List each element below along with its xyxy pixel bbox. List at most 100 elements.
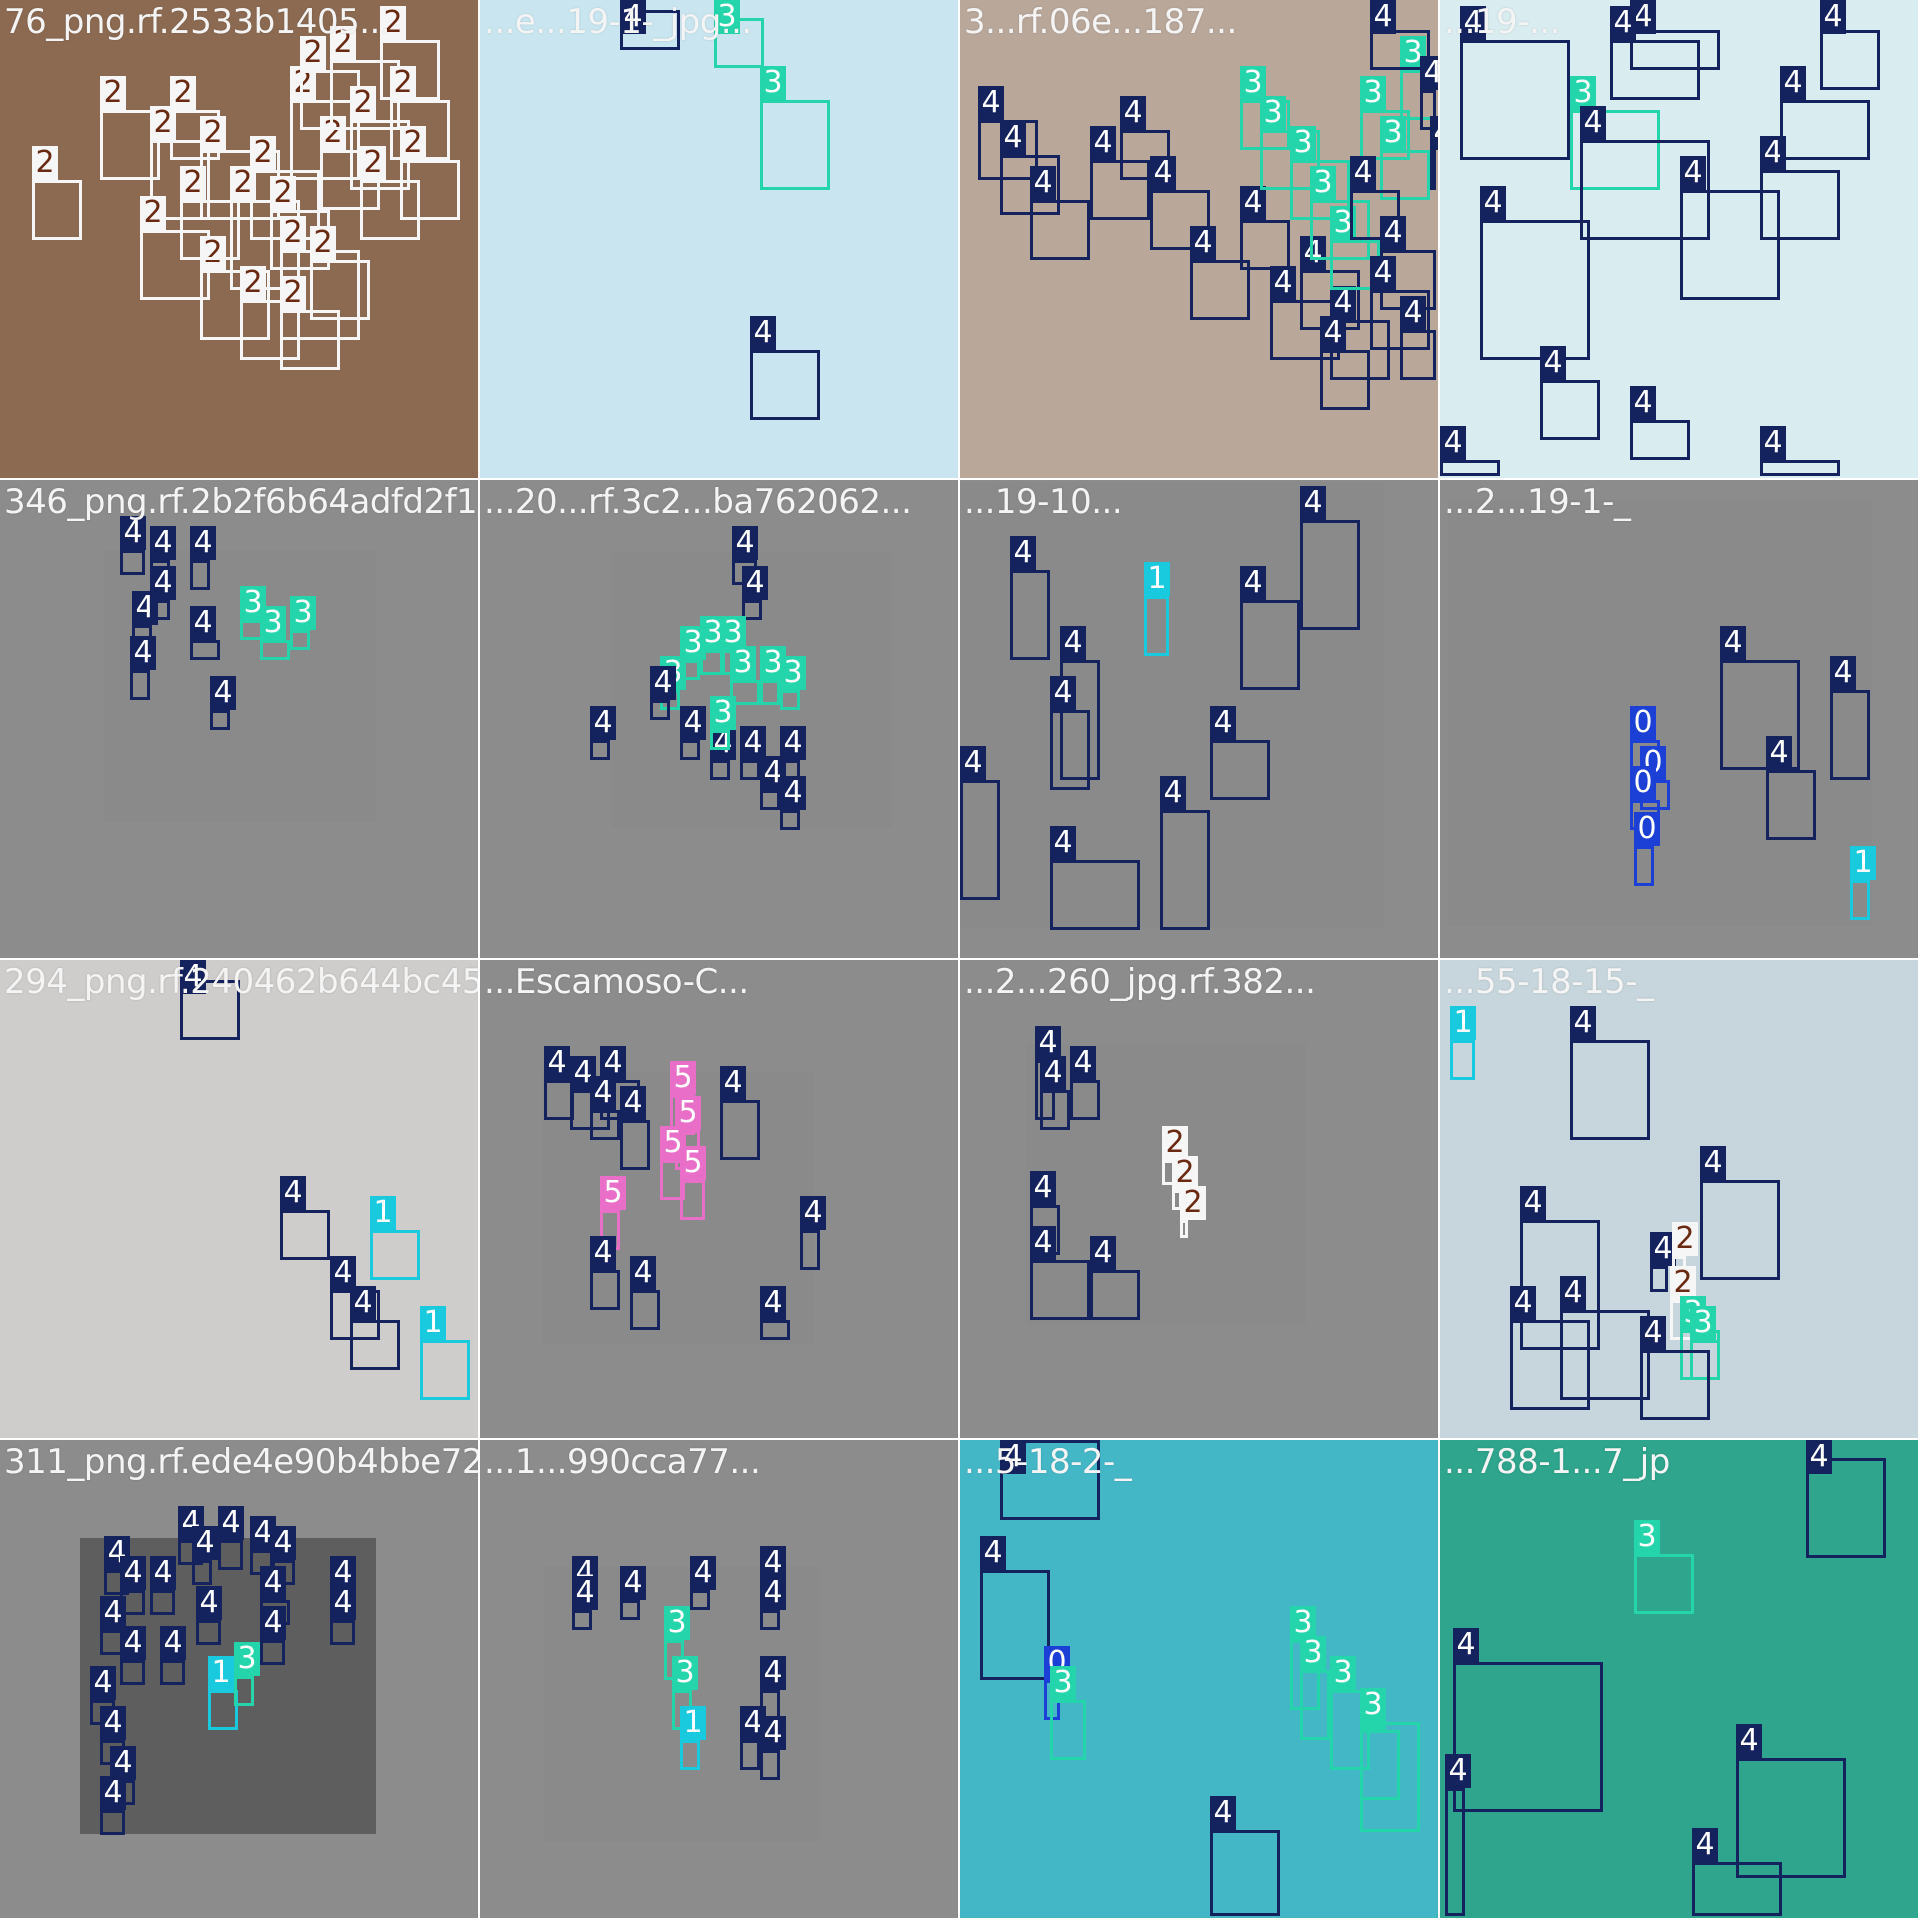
- class-label: 4: [1300, 236, 1326, 270]
- grid-tile: 4 4 4 0 0 0 0 1 ...2...19-1-_: [1440, 480, 1918, 958]
- tile-filename: 76_png.rf.2533b1405...: [4, 2, 391, 42]
- class-label: 3: [1300, 1636, 1326, 1670]
- class-label: 4: [1320, 316, 1346, 350]
- bounding-box: [1144, 596, 1169, 656]
- bounding-box: [1180, 1220, 1188, 1238]
- bounding-box: [572, 1610, 592, 1630]
- bounding-box: [150, 600, 170, 620]
- tile-filename: 294_png.rf.240462b644bc45...: [4, 962, 478, 1002]
- bounding-box: [196, 1620, 221, 1645]
- tile-filename: ...19-...: [1444, 2, 1560, 42]
- class-label: 2: [300, 36, 326, 70]
- bounding-box: [1680, 190, 1780, 300]
- tile-filename: ...19-10...: [964, 482, 1123, 522]
- class-label: 4: [1640, 1316, 1666, 1350]
- class-label: 4: [1040, 1056, 1066, 1090]
- class-label: 4: [960, 746, 986, 780]
- class-label: 4: [1240, 186, 1266, 220]
- class-label: 4: [1030, 1171, 1056, 1205]
- class-label: 4: [544, 1046, 570, 1080]
- class-label: 2: [140, 196, 166, 230]
- class-label: 3: [780, 656, 806, 690]
- grid-tile: 4 4 4 4 4 5 5 5 5 5 4 4 4 4 4 ...Escamoso-C...: [480, 960, 958, 1438]
- grid-tile: 4 3 4 3 ...e...19-1-_jpg...: [480, 0, 958, 478]
- class-label: 4: [742, 566, 768, 600]
- micrograph-image: [1440, 960, 1918, 1438]
- class-label: 3: [710, 696, 736, 730]
- tile-filename: 3...rf.06e...187...: [964, 2, 1237, 42]
- class-label: 4: [1090, 126, 1116, 160]
- bounding-box: [100, 1810, 125, 1835]
- class-label: 2: [100, 76, 126, 110]
- class-label: 4: [150, 526, 176, 560]
- class-label: 4: [1830, 656, 1856, 690]
- bounding-box: [1630, 30, 1720, 70]
- bounding-box: [590, 1270, 620, 1310]
- bounding-box: [760, 790, 780, 810]
- class-label: 4: [150, 566, 176, 600]
- bounding-box: [1634, 846, 1654, 886]
- class-label: 2: [330, 26, 356, 60]
- bounding-box: [1300, 520, 1360, 630]
- bounding-box: [620, 1120, 650, 1170]
- bounding-box: [190, 640, 220, 660]
- class-label: 4: [190, 606, 216, 640]
- class-label: 3: [1380, 116, 1406, 150]
- bounding-box: [1030, 200, 1090, 260]
- bounding-box: [400, 160, 460, 220]
- grid-tile: 4 4 4 4 4 4 3 3 3 4 4 346_png.rf.2b2f6b64adfd2f1...: [0, 480, 478, 958]
- class-label: 4: [1330, 286, 1356, 320]
- class-label: 4: [1650, 1232, 1676, 1266]
- bounding-box: [742, 600, 762, 620]
- bounding-box: [730, 680, 760, 705]
- class-label: 3: [234, 1642, 260, 1676]
- class-label: 3: [1260, 96, 1286, 130]
- class-label: 1: [370, 1196, 396, 1230]
- class-label: 2: [390, 66, 416, 100]
- bounding-box: [780, 810, 800, 830]
- class-label: 2: [310, 226, 336, 260]
- micrograph-image: [1440, 1440, 1918, 1918]
- grid-divider: [0, 478, 1920, 480]
- class-label: 3: [760, 66, 786, 100]
- bounding-box: [330, 1620, 355, 1645]
- class-label: 2: [1672, 1222, 1698, 1256]
- class-label: 4: [100, 1596, 126, 1630]
- bounding-box: [1060, 660, 1100, 780]
- class-label: 4: [1760, 426, 1786, 460]
- bounding-box: [760, 100, 830, 190]
- class-label: 4: [1736, 1724, 1762, 1758]
- bounding-box: [190, 560, 210, 590]
- class-label: 4: [590, 1076, 616, 1110]
- bounding-box: [180, 980, 240, 1040]
- class-label: 4: [978, 86, 1004, 120]
- class-label: 4: [1560, 1276, 1586, 1310]
- class-label: 4: [1692, 1828, 1718, 1862]
- class-label: 3: [1290, 1606, 1316, 1640]
- tile-filename: ...2...19-1-_: [1444, 482, 1631, 522]
- class-label: 1: [1850, 846, 1876, 880]
- bounding-box: [720, 1100, 760, 1160]
- bounding-box: [760, 1750, 780, 1780]
- class-label: 2: [360, 146, 386, 180]
- class-label: 3: [1310, 166, 1336, 200]
- class-label: 4: [1035, 1026, 1061, 1060]
- bounding-box: [360, 180, 420, 240]
- class-label: 4: [760, 1716, 786, 1750]
- grid-divider: [0, 1438, 1920, 1440]
- bounding-box: [800, 1230, 820, 1270]
- bounding-box: [1766, 770, 1816, 840]
- class-label: 2: [200, 116, 226, 150]
- class-label: 5: [675, 1096, 701, 1130]
- class-label: 4: [980, 1536, 1006, 1570]
- class-label: 4: [1453, 1628, 1479, 1662]
- class-label: 2: [240, 266, 266, 300]
- class-label: 4: [100, 1706, 126, 1740]
- bounding-box: [1000, 1440, 1100, 1520]
- class-label: 4: [1210, 1796, 1236, 1830]
- class-label: 1: [420, 1306, 446, 1340]
- bounding-box: [1445, 1788, 1465, 1916]
- class-label: 4: [690, 1556, 716, 1590]
- bounding-box: [1090, 1270, 1140, 1320]
- class-label: 4: [1510, 1286, 1536, 1320]
